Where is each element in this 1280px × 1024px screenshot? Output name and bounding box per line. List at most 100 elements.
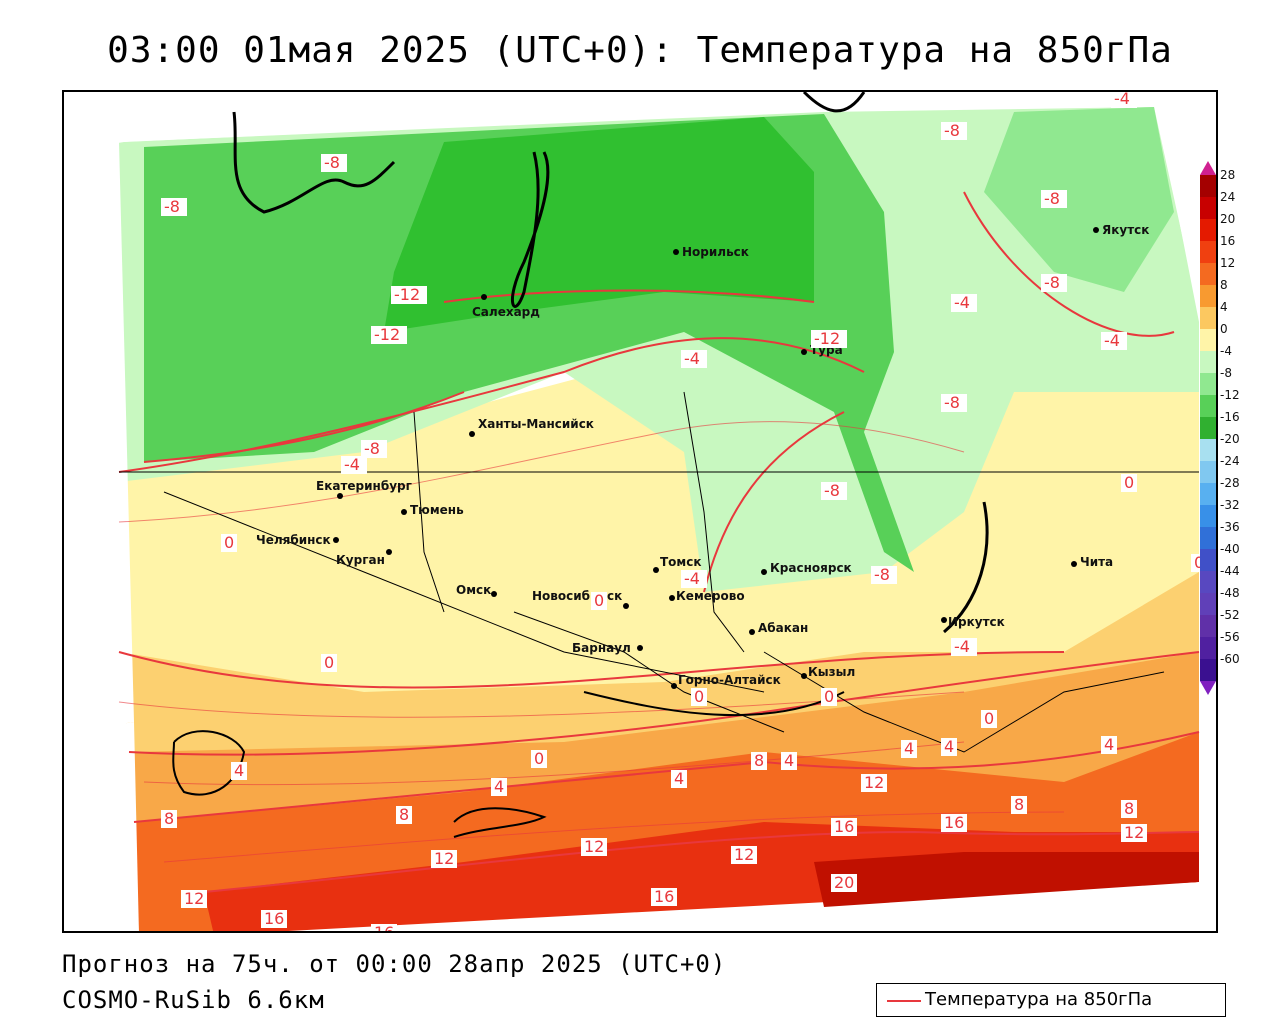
colorbar-arrow-bottom [1200,681,1216,695]
isotherm-label: -4 [681,349,707,368]
svg-text:8: 8 [1124,799,1134,818]
colorbar-segment [1200,527,1216,549]
svg-text:Красноярск: Красноярск [770,561,852,575]
svg-text:16: 16 [374,923,394,933]
colorbar-tick-label: -12 [1220,388,1240,402]
svg-text:-8: -8 [364,439,380,458]
city-tyumen: Тюмень [401,503,464,517]
colorbar-segment [1200,571,1216,593]
colorbar-tick-label: -24 [1220,454,1240,468]
svg-text:4: 4 [234,761,244,780]
svg-text:0: 0 [1194,553,1204,572]
zone-plus20 [814,852,1199,907]
isotherm-label: 12 [581,837,607,856]
svg-text:20: 20 [834,873,854,892]
isotherm-label: 12 [181,889,207,908]
isotherm-label: 16 [261,909,287,928]
city-khanty-mansiysk: Ханты-Мансийск [469,417,594,437]
colorbar-segment [1200,351,1216,373]
colorbar-segment [1200,373,1216,395]
isotherm-label: -4 [681,569,707,588]
svg-text:4: 4 [944,737,954,756]
svg-text:16: 16 [944,813,964,832]
svg-text:16: 16 [264,909,284,928]
svg-text:-4: -4 [1114,92,1130,108]
svg-text:Кызыл: Кызыл [808,665,855,679]
svg-text:12: 12 [434,849,454,868]
colorbar-tick-label: -20 [1220,432,1240,446]
map-legend: Температура на 850гПа [876,983,1226,1017]
isotherm-label: 0 [221,533,237,552]
svg-text:-4: -4 [344,455,360,474]
isotherm-label: 16 [941,813,967,832]
svg-text:Норильск: Норильск [682,245,749,259]
colorbar-tick-label: -4 [1220,344,1232,358]
city-kyzyl: Кызыл [801,665,855,679]
isotherm-label: 4 [941,737,957,756]
colorbar-segment [1200,263,1216,285]
isotherm-label: -4 [1111,92,1137,108]
isotherm-label: -12 [371,325,407,344]
city-salekhard: Салехард [472,294,540,319]
colorbar-tick-label: -56 [1220,630,1240,644]
colorbar-segment [1200,307,1216,329]
svg-text:Кемерово: Кемерово [676,589,745,603]
map-title: 03:00 01мая 2025 (UTC+0): Температура на… [107,30,1173,71]
svg-text:Горно-Алтайск: Горно-Алтайск [678,673,781,687]
city-omsk: Омск [456,583,497,597]
colorbar-segment [1200,197,1216,219]
city-norilsk: Норильск [673,245,749,259]
colorbar-tick-label: 4 [1220,300,1228,314]
colorbar-tick-label: -60 [1220,652,1240,666]
isotherm-label: -8 [161,197,187,216]
svg-text:-8: -8 [824,481,840,500]
colorbar-tick-label: -52 [1220,608,1240,622]
isotherm-label: 12 [861,773,887,792]
city-yakutsk: Якутск [1093,223,1149,237]
svg-text:-12: -12 [814,329,840,348]
isotherm-label: 0 [321,653,337,672]
isotherm-label: 0 [591,591,607,610]
zone-minus12 [384,117,814,332]
svg-text:4: 4 [1104,735,1114,754]
city-krasnoyarsk: Красноярск [761,561,852,575]
legend-label: Температура на 850гПа [925,989,1153,1010]
isotherm-label: 8 [1121,799,1137,818]
svg-text:Салехард: Салехард [472,305,540,319]
city-gorno-altaysk: Горно-Алтайск [671,673,781,689]
svg-text:-12: -12 [374,325,400,344]
svg-text:-12: -12 [394,285,420,304]
svg-text:16: 16 [654,887,674,906]
svg-text:Иркутск: Иркутск [948,615,1005,629]
isotherm-label: 0 [981,709,997,728]
colorbar-segment [1200,241,1216,263]
isotherm-label: 8 [396,805,412,824]
colorbar-tick-label: -32 [1220,498,1240,512]
isotherm-label: 12 [1121,823,1147,842]
svg-text:0: 0 [324,653,334,672]
isotherm-label: 8 [751,751,767,770]
svg-text:4: 4 [784,751,794,770]
city-yekaterinburg: Екатеринбург [316,479,412,499]
svg-text:8: 8 [1014,795,1024,814]
svg-text:Абакан: Абакан [758,621,808,635]
colorbar-tick-label: -40 [1220,542,1240,556]
colorbar-segment [1200,439,1216,461]
isotherm-label: -8 [321,153,347,172]
isotherm-label: 4 [781,751,797,770]
colorbar-tick-label: -48 [1220,586,1240,600]
isotherm-label: -8 [821,481,847,500]
colorbar-segment [1200,593,1216,615]
isotherm-label: 12 [431,849,457,868]
colorbar-segment [1200,417,1216,439]
isotherm-label: -8 [941,393,967,412]
borders [119,92,1199,838]
isotherm-label: -12 [391,285,427,304]
svg-text:4: 4 [674,769,684,788]
colorbar-tick-label: 0 [1220,322,1228,336]
isotherm-label: 0 [531,749,547,768]
isotherm-label: -4 [1101,331,1127,350]
isotherm-label: 16 [831,817,857,836]
temperature-map[interactable]: Норильск Якутск Салехард Тура Ханты-Манс… [62,90,1218,933]
city-tomsk: Томск [653,555,702,573]
